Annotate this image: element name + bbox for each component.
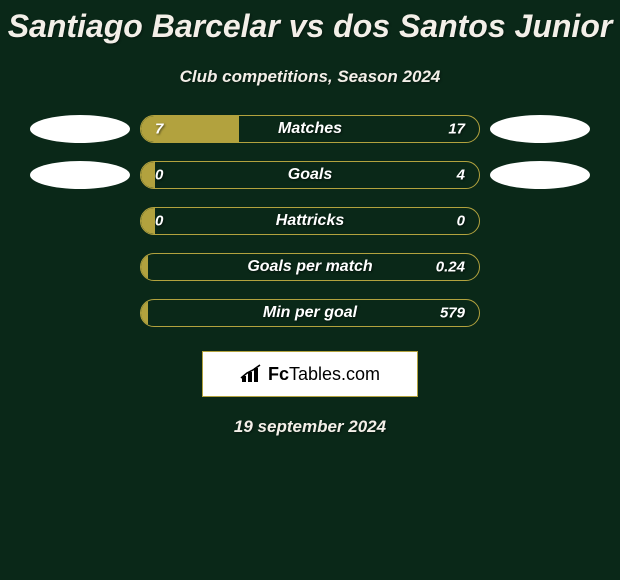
badge-spacer [490, 207, 590, 235]
team-badge-right [490, 115, 590, 143]
stat-row: Min per goal 579 [0, 299, 620, 327]
stat-bar: Min per goal 579 [140, 299, 480, 327]
logo-text: FcTables.com [268, 364, 380, 385]
stat-value-left: 7 [155, 121, 163, 138]
stat-label: Matches [278, 120, 342, 138]
stat-value-left: 0 [155, 167, 163, 184]
badge-spacer [490, 299, 590, 327]
team-badge-left [30, 115, 130, 143]
stat-value-right: 0.24 [436, 259, 465, 276]
stat-bar: Goals per match 0.24 [140, 253, 480, 281]
bar-chart-icon [240, 364, 264, 384]
badge-spacer [30, 253, 130, 281]
stat-bar: 0 Goals 4 [140, 161, 480, 189]
stat-label: Goals per match [247, 258, 372, 276]
date-label: 19 september 2024 [0, 417, 620, 437]
stat-label: Goals [288, 166, 332, 184]
team-badge-right [490, 161, 590, 189]
stat-value-right: 4 [457, 167, 465, 184]
stat-bar-fill [141, 254, 148, 280]
subtitle: Club competitions, Season 2024 [0, 67, 620, 87]
stat-bar: 7 Matches 17 [140, 115, 480, 143]
stat-row: 0 Goals 4 [0, 161, 620, 189]
stats-container: 7 Matches 17 0 Goals 4 0 Hattricks 0 Goals per ma… [0, 115, 620, 327]
stat-bar: 0 Hattricks 0 [140, 207, 480, 235]
page-title: Santiago Barcelar vs dos Santos Junior [0, 0, 620, 45]
stat-row: 0 Hattricks 0 [0, 207, 620, 235]
stat-value-right: 0 [457, 213, 465, 230]
stat-bar-fill [141, 208, 155, 234]
fctables-logo: FcTables.com [202, 351, 418, 397]
badge-spacer [490, 253, 590, 281]
stat-label: Min per goal [263, 304, 357, 322]
team-badge-left [30, 161, 130, 189]
stat-bar-fill [141, 162, 155, 188]
stat-label: Hattricks [276, 212, 344, 230]
stat-value-left: 0 [155, 213, 163, 230]
stat-value-right: 579 [440, 305, 465, 322]
stat-bar-fill [141, 300, 148, 326]
stat-row: Goals per match 0.24 [0, 253, 620, 281]
stat-row: 7 Matches 17 [0, 115, 620, 143]
stat-value-right: 17 [448, 121, 465, 138]
badge-spacer [30, 207, 130, 235]
badge-spacer [30, 299, 130, 327]
